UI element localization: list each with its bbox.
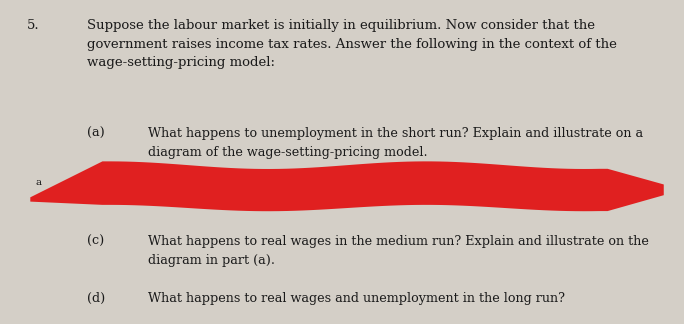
- Text: What happens to real wages and unemployment in the long run?: What happens to real wages and unemploym…: [148, 292, 564, 305]
- Text: Suppose the labour market is initially in equilibrium. Now consider that the
gov: Suppose the labour market is initially i…: [88, 19, 617, 69]
- Text: (c): (c): [88, 235, 105, 248]
- Text: What happens to real wages in the medium run? Explain and illustrate on the
diag: What happens to real wages in the medium…: [148, 235, 648, 267]
- Text: What happens to unemployment in the short run? Explain and illustrate on a
diagr: What happens to unemployment in the shor…: [148, 127, 643, 158]
- Text: (d): (d): [88, 292, 105, 305]
- Text: 5.: 5.: [27, 19, 40, 32]
- Text: (a): (a): [88, 127, 105, 140]
- Polygon shape: [30, 161, 663, 211]
- Text: a: a: [36, 178, 42, 187]
